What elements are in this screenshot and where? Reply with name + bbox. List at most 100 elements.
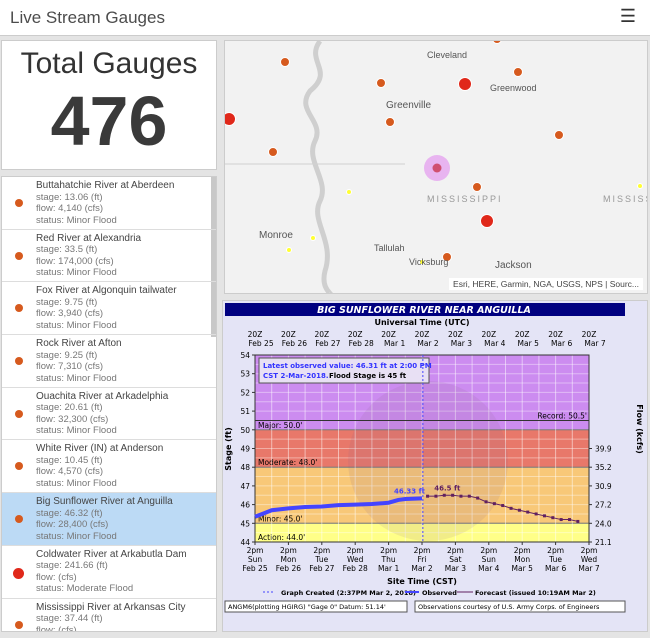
x-tick-label: 2pm xyxy=(313,546,330,555)
gauge-status: status: Minor Flood xyxy=(36,425,117,437)
gauge-status: status: Minor Flood xyxy=(36,372,117,384)
gauge-marker[interactable] xyxy=(346,189,352,195)
gauge-list-item[interactable]: White River (IN) at Anderson stage: 10.4… xyxy=(2,440,216,494)
legend-forecast: Forecast (issued 10:19AM Mar 2) xyxy=(475,589,596,597)
forecast-point xyxy=(501,504,505,508)
gauge-marker[interactable] xyxy=(637,183,643,189)
gauge-marker[interactable] xyxy=(280,57,290,67)
state-label: MISSISS xyxy=(603,194,647,204)
gauge-marker[interactable] xyxy=(225,112,236,126)
x-tick-label: Mar 2 xyxy=(411,564,433,573)
gauge-name: Buttahatchie River at Aberdeen xyxy=(36,180,175,191)
gauge-marker[interactable] xyxy=(419,259,425,265)
x-tick-label: Feb 27 xyxy=(309,564,334,573)
forecast-point xyxy=(568,518,572,522)
datum-box xyxy=(224,600,408,613)
hydrograph-panel: BIG SUNFLOWER RIVER NEAR ANGUILLA Univers… xyxy=(222,300,648,632)
place-label: Cleveland xyxy=(427,50,468,60)
status-dot-icon xyxy=(15,357,23,366)
map-layer[interactable] xyxy=(225,41,648,294)
hamburger-icon[interactable]: ☰ xyxy=(619,6,636,26)
x-tick-label: 2pm xyxy=(581,546,598,555)
gauge-list-item[interactable]: Mississippi River at Arkansas City stage… xyxy=(2,599,216,631)
gauge-marker[interactable] xyxy=(442,252,452,262)
gauge-list-item[interactable]: Big Sunflower River at Anguilla stage: 4… xyxy=(2,493,216,546)
selected-gauge-marker[interactable] xyxy=(432,163,442,173)
gauge-list-item[interactable]: Red River at Alexandria stage: 33.5 (ft)… xyxy=(2,230,216,283)
gauge-stage: stage: 46.32 (ft) xyxy=(36,507,103,519)
y-tick-label: 53 xyxy=(240,370,250,379)
gauge-marker[interactable] xyxy=(286,247,292,253)
top-tick-label: 20Z xyxy=(448,330,463,339)
gauge-list-item[interactable]: Rock River at Afton stage: 9.25 (ft) flo… xyxy=(2,335,216,388)
top-tick-label: 20Z xyxy=(314,330,329,339)
top-tick-label: Mar 5 xyxy=(518,339,540,348)
y-tick-label: 49 xyxy=(240,445,250,454)
gauge-marker[interactable] xyxy=(268,147,278,157)
x-tick-label: Feb 28 xyxy=(343,564,368,573)
map-attribution: Esri, HERE, Garmin, NGA, USGS, NPS | Sou… xyxy=(449,278,643,290)
gauge-list-item[interactable]: Buttahatchie River at Aberdeen stage: 13… xyxy=(2,177,216,230)
gauge-marker[interactable] xyxy=(513,67,523,77)
x-tick-label: 2pm xyxy=(514,546,531,555)
x-tick-label: 2pm xyxy=(280,546,297,555)
app-header: Live Stream Gauges ☰ xyxy=(0,0,650,36)
y2-tick-label: 21.1 xyxy=(595,538,612,547)
gauge-marker[interactable] xyxy=(458,77,472,91)
gauge-stage: stage: 9.25 (ft) xyxy=(36,349,98,361)
x-tick-label: 2pm xyxy=(347,546,364,555)
gauge-marker[interactable] xyxy=(385,117,395,127)
gauge-marker[interactable] xyxy=(480,214,494,228)
forecast-point xyxy=(534,512,538,516)
gauge-marker[interactable] xyxy=(376,78,386,88)
gauge-name: Rock River at Afton xyxy=(36,338,122,350)
gauge-marker[interactable] xyxy=(492,41,502,44)
x-tick-label: Mar 5 xyxy=(512,564,534,573)
y-tick-label: 54 xyxy=(240,351,250,360)
top-tick-label: 20Z xyxy=(548,330,563,339)
gauge-name: Coldwater River at Arkabutla Dam xyxy=(36,548,187,560)
gauge-list-item[interactable]: Ouachita River at Arkadelphia stage: 20.… xyxy=(2,388,216,441)
status-dot-icon xyxy=(15,199,23,207)
gauge-list-item[interactable]: Coldwater River at Arkabutla Dam stage: … xyxy=(2,546,216,599)
x-tick-label: Wed xyxy=(581,555,598,564)
x-tick-label: 2pm xyxy=(447,546,464,555)
gauge-list-item[interactable]: Fox River at Algonquin tailwater stage: … xyxy=(2,282,216,336)
y2-tick-label: 27.2 xyxy=(595,501,612,510)
y-tick-label: 50 xyxy=(240,426,250,435)
map[interactable]: Cleveland Greenwood Greenville Monroe Ta… xyxy=(224,40,648,294)
x-tick-label: Mar 4 xyxy=(478,564,500,573)
hydrograph-chart: BIG SUNFLOWER RIVER NEAR ANGUILLA Univers… xyxy=(224,303,644,613)
top-tick-label: Feb 26 xyxy=(282,339,307,348)
latest-value-text: Latest observed value: 46.31 ft at 2:00 … xyxy=(263,362,432,370)
gauge-status: status: Minor Flood xyxy=(36,477,117,489)
forecast-point xyxy=(576,519,580,523)
x-tick-label: Tue xyxy=(548,555,562,564)
top-tick-label: Feb 27 xyxy=(315,339,340,348)
top-tick-label: 20Z xyxy=(248,330,263,339)
gauge-status: status: Minor Flood xyxy=(36,267,117,279)
top-tick-label: 20Z xyxy=(582,330,597,339)
x-tick-label: Sun xyxy=(482,555,497,564)
flood-band-label: Moderate: 48.0' xyxy=(258,458,317,467)
scrollbar[interactable] xyxy=(211,177,216,337)
y-tick-label: 46 xyxy=(240,501,250,510)
gauge-marker[interactable] xyxy=(472,182,482,192)
flood-stage-text: Flood Stage is 45 ft xyxy=(329,372,407,380)
forecast-point xyxy=(434,494,438,498)
y2-tick-label: 35.2 xyxy=(595,463,612,472)
place-label: Monroe xyxy=(259,230,293,241)
forecast-point xyxy=(509,506,513,510)
status-dot-icon xyxy=(13,567,24,579)
chart-title-bar xyxy=(225,303,625,316)
gauge-marker[interactable] xyxy=(554,130,564,140)
forecast-point xyxy=(551,516,555,520)
total-gauges-count: 476 xyxy=(50,82,168,160)
gauge-marker[interactable] xyxy=(310,235,316,241)
forecast-point xyxy=(426,494,430,498)
gauge-name: Ouachita River at Arkadelphia xyxy=(36,390,169,402)
x-tick-label: 2pm xyxy=(480,546,497,555)
x-tick-label: Sun xyxy=(248,555,263,564)
x-tick-label: Sat xyxy=(449,555,461,564)
y-tick-label: 52 xyxy=(240,388,250,397)
